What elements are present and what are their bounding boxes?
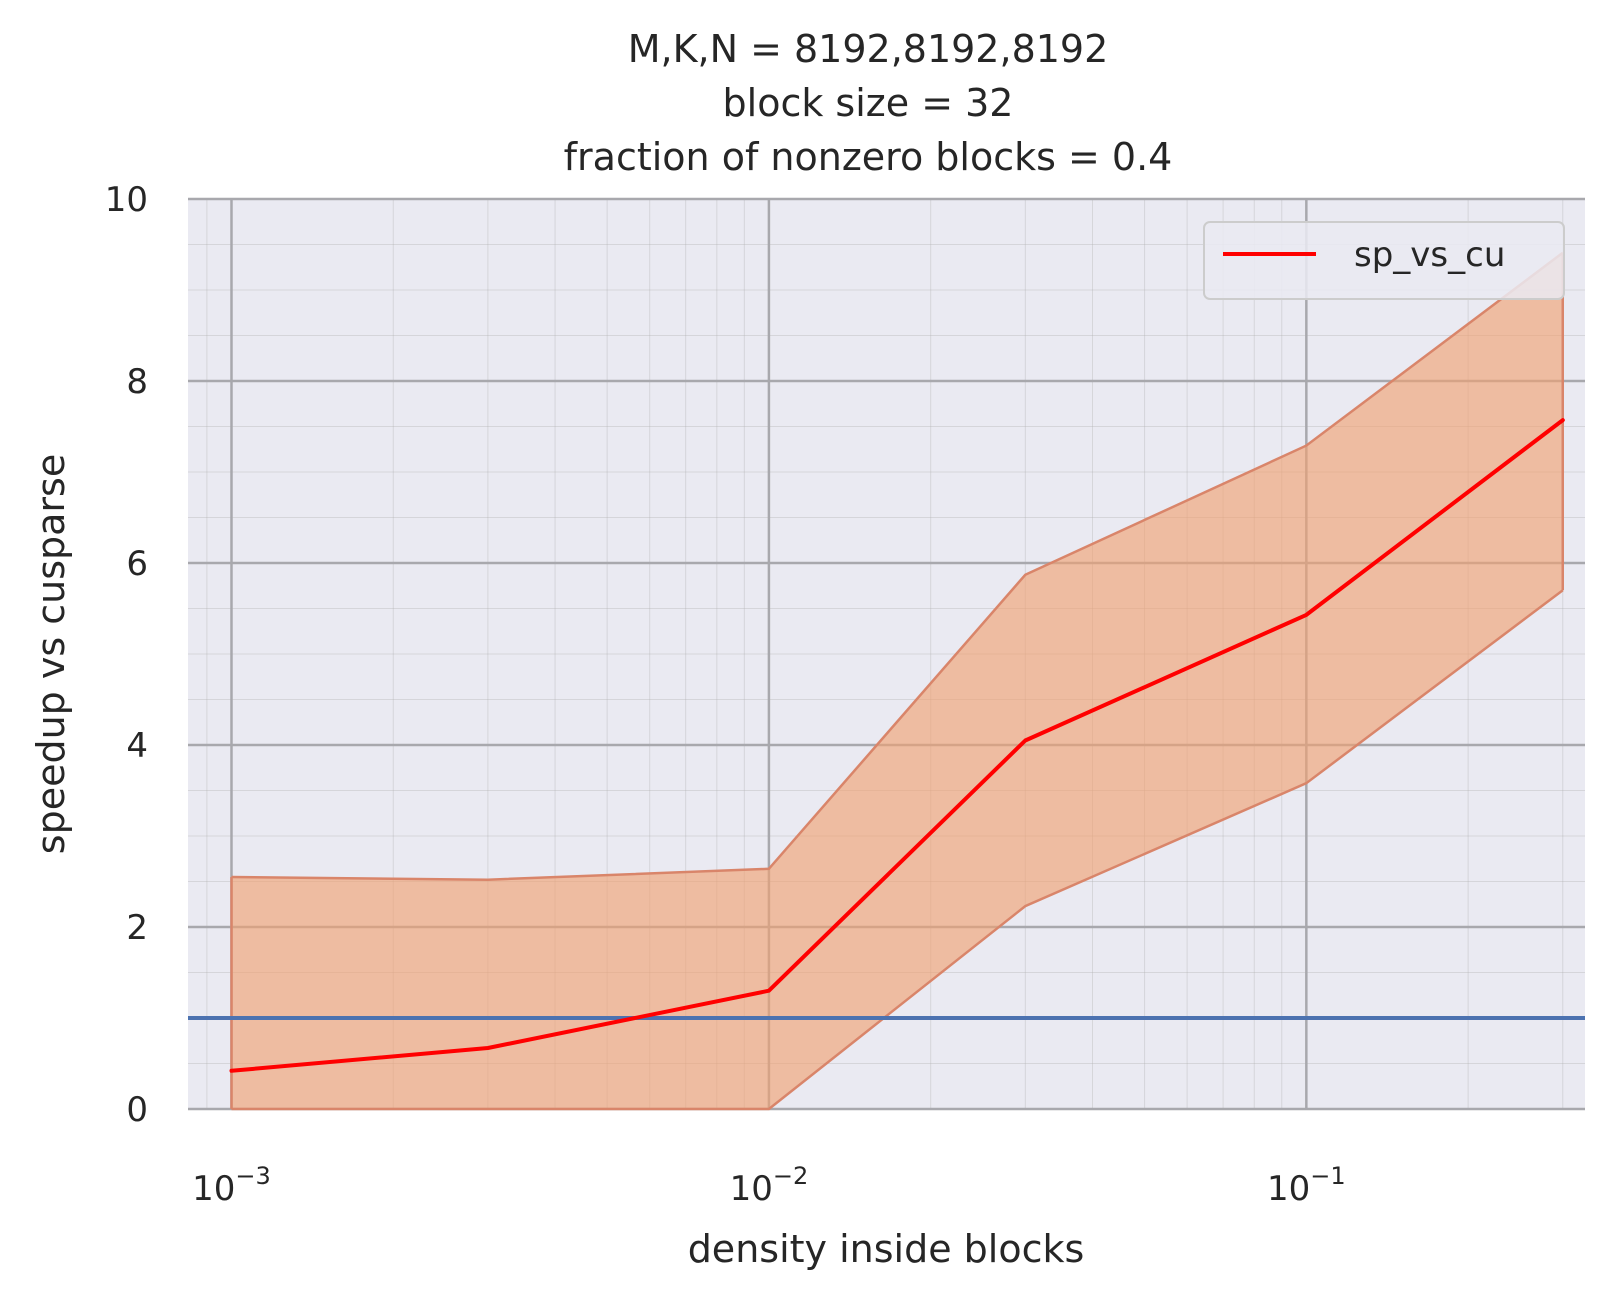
y-axis-label: speedup vs cusparse [29, 454, 73, 854]
band-fill [231, 252, 1563, 1109]
legend: sp_vs_cu [1203, 221, 1565, 300]
x-tick-exponent: −1 [1310, 1162, 1345, 1190]
title-line-1: M,K,N = 8192,8192,8192 [628, 27, 1109, 71]
x-tick-label: 10−1 [1267, 1162, 1346, 1209]
y-tick-label: 0 [126, 1090, 148, 1130]
y-tick-label: 2 [126, 908, 148, 948]
title-line-2: block size = 32 [723, 81, 1014, 125]
y-tick-label: 8 [126, 362, 148, 402]
x-tick-label: 10−2 [730, 1162, 809, 1209]
title-line-3: fraction of nonzero blocks = 0.4 [564, 135, 1173, 179]
series-layer [229, 418, 1565, 1073]
band-upper-edge [231, 251, 1564, 881]
x-axis-label: density inside blocks [688, 1227, 1085, 1271]
legend-label-sp-vs-cu: sp_vs_cu [1354, 235, 1505, 275]
y-tick-label: 4 [126, 726, 148, 766]
y-tick-label: 6 [126, 544, 148, 584]
x-tick-base: 10 [192, 1169, 235, 1209]
x-tick-base: 10 [730, 1169, 773, 1209]
chart-title: M,K,N = 8192,8192,8192 block size = 32 f… [564, 27, 1173, 179]
x-tick-exponent: −3 [235, 1162, 270, 1190]
x-tick-labels: 10−3 10−2 10−1 [192, 1162, 1346, 1209]
series-line-sp-vs-cu [229, 418, 1565, 1073]
legend-box [1203, 221, 1565, 300]
band-lower-edge [231, 589, 1564, 1111]
x-tick-base: 10 [1267, 1169, 1310, 1209]
y-tick-labels: 0 2 4 6 8 10 [105, 180, 148, 1130]
x-tick-exponent: −2 [773, 1162, 808, 1190]
x-tick-label: 10−3 [192, 1162, 271, 1209]
y-tick-label: 10 [105, 180, 148, 220]
